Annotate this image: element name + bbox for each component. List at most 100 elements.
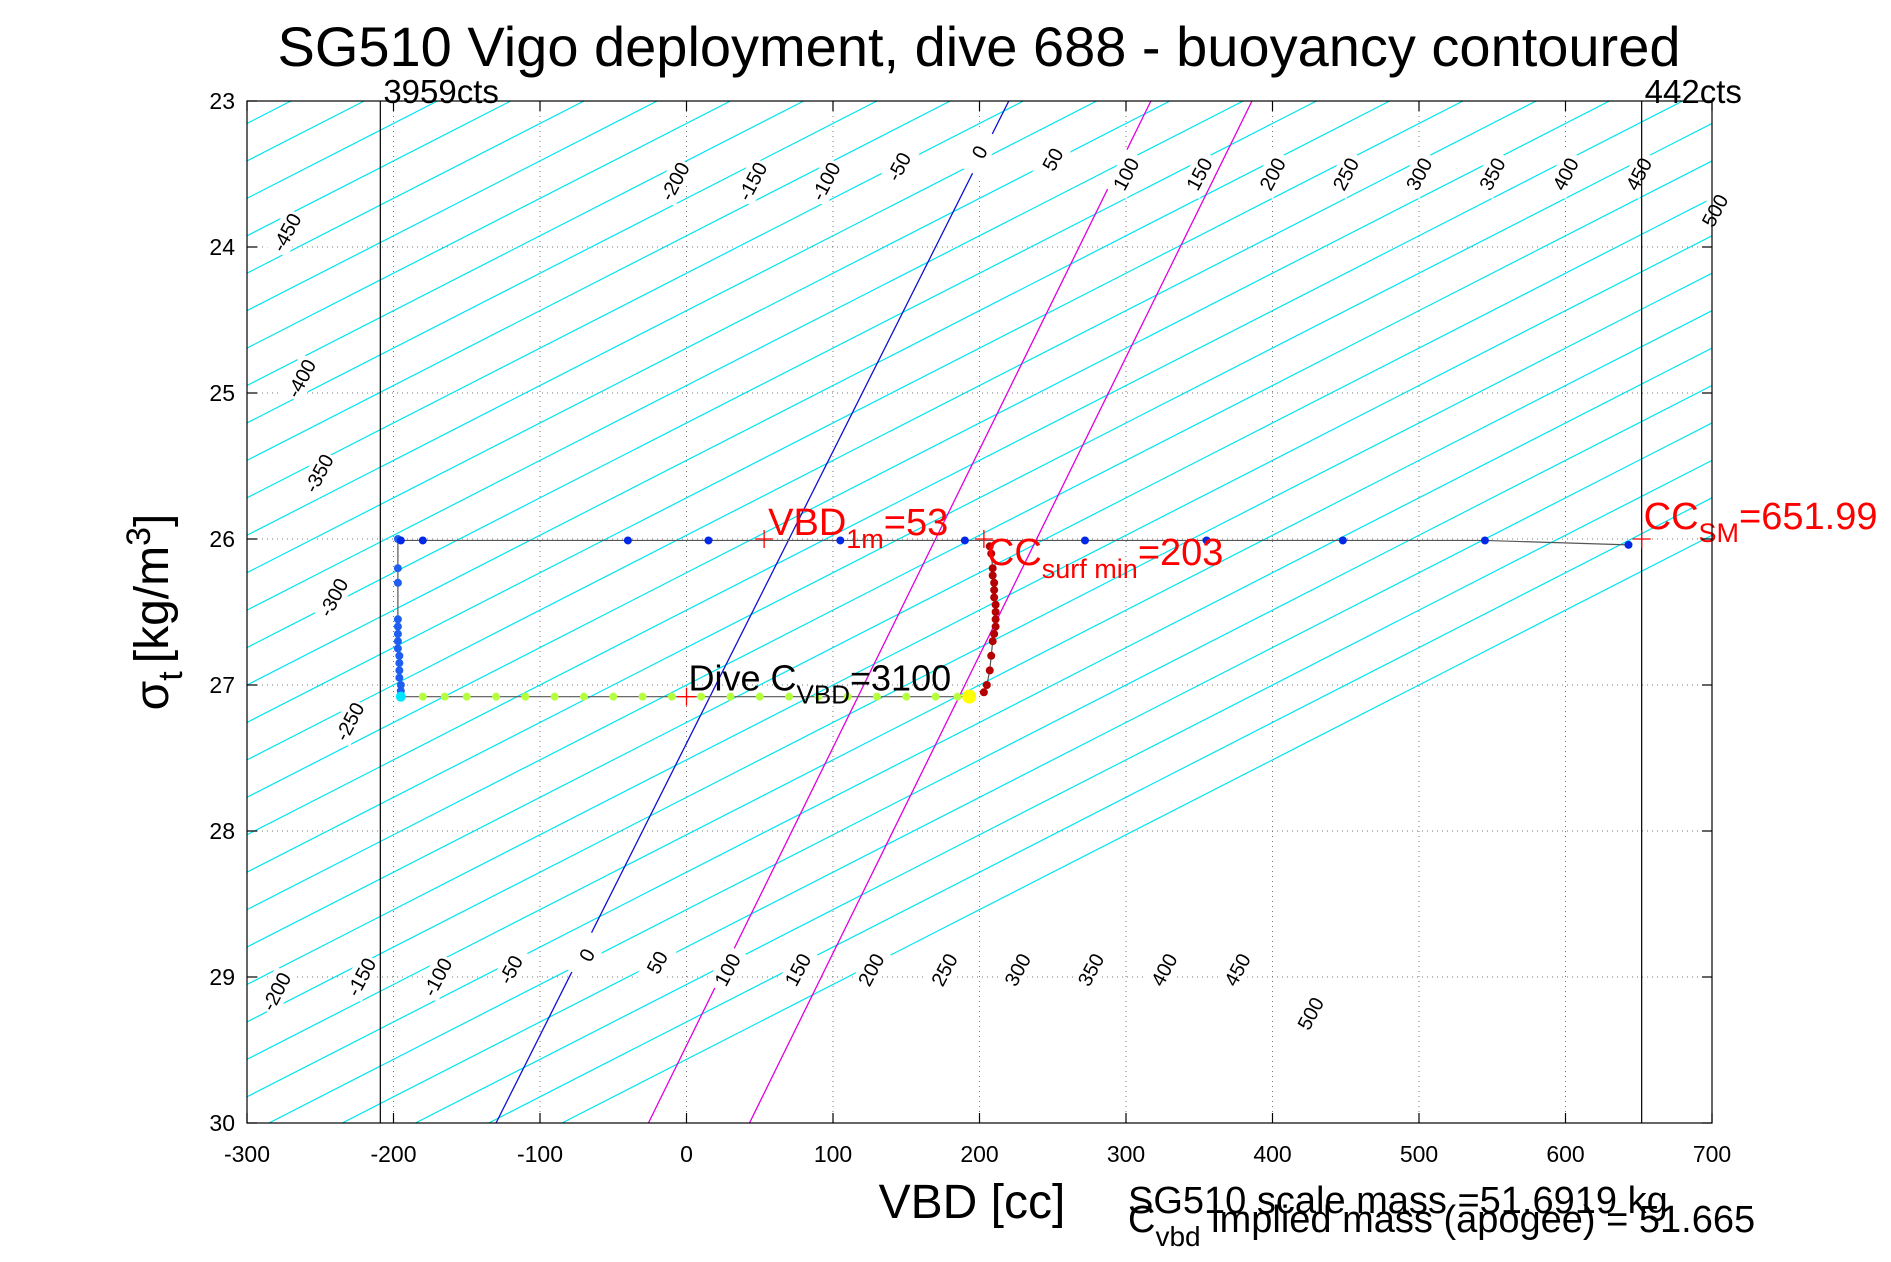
contour-line bbox=[247, 197, 1712, 948]
data-point bbox=[843, 692, 852, 701]
data-point bbox=[1338, 536, 1347, 545]
overlay: -450-400-350-300-250-200 -150 -100 -50 0 50 10… bbox=[255, 73, 1877, 1123]
contour-line bbox=[247, 101, 731, 349]
contour-label-bg bbox=[1398, 148, 1440, 200]
contour-line bbox=[247, 101, 585, 274]
contour-label-bg bbox=[416, 951, 459, 1003]
y-axis-label: σt [kg/m3] bbox=[120, 514, 190, 711]
contour-label-bg bbox=[340, 951, 383, 1003]
y-label-unit: [kg/m bbox=[126, 546, 179, 663]
vbd-1m-annotation: VBD1m=53 bbox=[768, 502, 948, 554]
contour-label-bg bbox=[776, 944, 819, 995]
contour-line bbox=[247, 101, 878, 424]
contour-label-bg bbox=[1471, 148, 1514, 200]
contour-line bbox=[247, 122, 1712, 873]
cc-sm-annotation: CCSM=651.99 bbox=[1644, 496, 1878, 548]
data-point bbox=[609, 692, 618, 701]
contour-line bbox=[247, 101, 804, 387]
data-point bbox=[991, 608, 1000, 616]
data-point bbox=[755, 692, 764, 701]
dive-cvbd-annotation: Dive CVBD=3100 bbox=[689, 658, 952, 710]
dive-cvbd-annotation-value: =3100 bbox=[850, 658, 951, 699]
data-point bbox=[667, 692, 676, 701]
contour-line bbox=[247, 101, 1244, 611]
implied-base: C bbox=[1128, 1199, 1155, 1241]
data-point bbox=[991, 622, 1000, 631]
y-tick-label: 23 bbox=[209, 88, 235, 114]
data-point bbox=[550, 692, 559, 701]
contour-label-bg bbox=[1105, 148, 1147, 200]
contour-label-bg bbox=[706, 944, 749, 995]
contour-line bbox=[247, 101, 1390, 686]
contour-label-bg bbox=[1143, 944, 1186, 995]
contour-line bbox=[247, 101, 1171, 574]
cc-surf-min-annotation-base: CC bbox=[987, 532, 1042, 574]
contour-label-bg bbox=[1069, 944, 1112, 995]
data-point bbox=[990, 578, 999, 587]
implied-mass-text: Cvbd implied mass (apogee) = 51.665 bbox=[1128, 1199, 1755, 1252]
data-point bbox=[1480, 536, 1489, 545]
data-point bbox=[836, 536, 845, 545]
data-point bbox=[902, 692, 911, 701]
contour-label-bg bbox=[1031, 134, 1074, 185]
data-point bbox=[395, 659, 404, 668]
data-point bbox=[990, 593, 999, 602]
cc-surf-min-annotation-value: =203 bbox=[1138, 532, 1224, 574]
x-tick-label: 0 bbox=[680, 1141, 693, 1167]
data-point bbox=[990, 586, 999, 595]
contour-line bbox=[247, 309, 1712, 1061]
chart-title: SG510 Vigo deployment, dive 688 - buoyan… bbox=[277, 15, 1680, 78]
data-point bbox=[393, 637, 402, 646]
x-tick-label: 300 bbox=[1107, 1141, 1145, 1167]
contour-label-bg bbox=[255, 966, 298, 1017]
contour-label-bg bbox=[1216, 944, 1259, 995]
implied-sub: vbd bbox=[1155, 1221, 1200, 1252]
data-point bbox=[1080, 536, 1089, 545]
data-point bbox=[462, 692, 471, 701]
data-point bbox=[395, 691, 406, 702]
y-tick-label: 28 bbox=[209, 818, 235, 844]
x-tick-label: -300 bbox=[224, 1141, 270, 1167]
contour-line bbox=[247, 101, 951, 462]
data-point bbox=[396, 536, 405, 545]
data-point bbox=[785, 692, 794, 701]
contour-label-bg bbox=[1324, 148, 1367, 200]
contour-line bbox=[268, 384, 1712, 1123]
y-tick-label: 29 bbox=[209, 964, 235, 990]
grid bbox=[247, 101, 1712, 1123]
data-point bbox=[985, 666, 994, 675]
contour-label-bg bbox=[489, 944, 532, 995]
contour-label-bg bbox=[565, 930, 608, 981]
contour-label-bg bbox=[1694, 185, 1736, 236]
contour-line bbox=[247, 235, 1712, 986]
contour-label-bg bbox=[923, 944, 966, 995]
cc-sm-annotation-sub: SM bbox=[1699, 518, 1740, 548]
data-point bbox=[623, 536, 632, 545]
data-point bbox=[638, 692, 647, 701]
data-point bbox=[985, 542, 994, 551]
contour-label-bg bbox=[328, 696, 371, 747]
dive-cvbd-annotation-base: Dive C bbox=[689, 658, 797, 699]
contour-line bbox=[247, 101, 1537, 761]
y-label-close: ] bbox=[126, 514, 179, 527]
x-tick-label: 100 bbox=[814, 1141, 852, 1167]
data-point bbox=[393, 615, 402, 624]
cc-sm-annotation-base: CC bbox=[1644, 496, 1699, 538]
x-tick-label: 600 bbox=[1546, 1141, 1584, 1167]
x-tick-label: 200 bbox=[960, 1141, 998, 1167]
y-label-sup: 3 bbox=[120, 527, 158, 546]
vbd-1m-annotation-sub: 1m bbox=[846, 524, 884, 554]
data-point bbox=[418, 692, 427, 701]
data-point bbox=[1624, 540, 1633, 549]
y-tick-label: 24 bbox=[209, 234, 235, 260]
contour-label-bg bbox=[996, 944, 1039, 995]
contour-label-bg bbox=[731, 156, 774, 207]
data-point bbox=[953, 692, 962, 701]
contour-line bbox=[247, 347, 1712, 1098]
contour-label-bg bbox=[1544, 148, 1587, 200]
contour-label-bg bbox=[312, 572, 355, 623]
data-point bbox=[987, 549, 996, 558]
data-point bbox=[697, 692, 706, 701]
